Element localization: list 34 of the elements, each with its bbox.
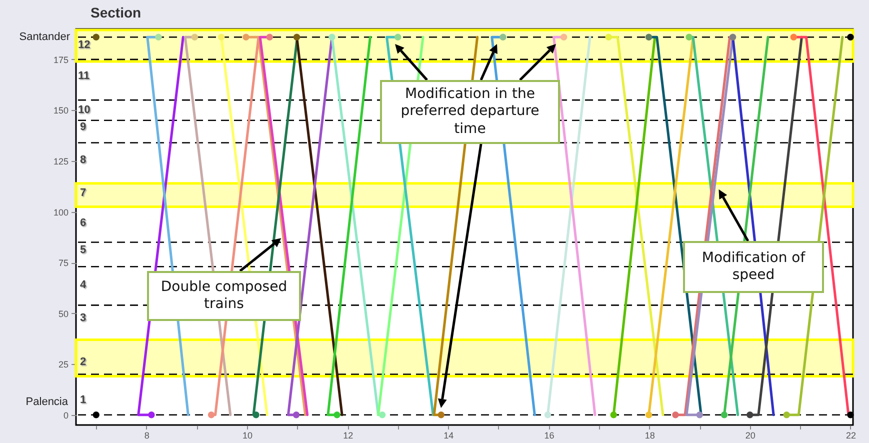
y-tick-label: 25 — [58, 360, 68, 370]
x-tick-label: 16 — [544, 430, 554, 440]
annotation: 4 — [80, 278, 86, 290]
x-tick-label: 22 — [846, 430, 856, 440]
annotation: 6 — [80, 216, 86, 228]
y-tick-label: 100 — [53, 207, 68, 218]
annotation: 11 — [78, 70, 90, 82]
x-tick-label: 8 — [144, 430, 150, 440]
annotation: 12 — [78, 38, 90, 50]
x-tick-label: 12 — [343, 430, 354, 440]
annotation: 10 — [78, 104, 90, 116]
y-tick-label: 75 — [58, 258, 68, 268]
y-tick-label: 50 — [58, 308, 68, 319]
x-tick-label: 18 — [644, 430, 655, 440]
x-tick-label: 20 — [745, 430, 756, 440]
annotation: 5 — [80, 244, 86, 256]
annotation: Double composed trains — [147, 271, 301, 321]
y-tick-label: 125 — [53, 156, 68, 166]
x-tick-label: 10 — [242, 430, 252, 440]
text: Santander — [19, 30, 70, 42]
annotation: Modification in the preferred departure time — [380, 80, 560, 144]
annotation: 3 — [80, 312, 86, 324]
annotation: 7 — [80, 186, 86, 198]
annotation: 9 — [80, 120, 86, 132]
y-axis-title: Section — [90, 4, 142, 20]
y-tick-label: 175 — [53, 54, 68, 65]
annotation: Modification of speed — [683, 241, 824, 293]
y-tick-label: 0 — [63, 410, 68, 420]
x-tick-label: 14 — [444, 430, 454, 440]
annotation: 8 — [80, 154, 86, 166]
y-tick-label: 150 — [53, 106, 68, 116]
text: Palencia — [26, 396, 68, 408]
annotation: 2 — [80, 356, 86, 368]
annotation: 1 — [80, 394, 86, 406]
